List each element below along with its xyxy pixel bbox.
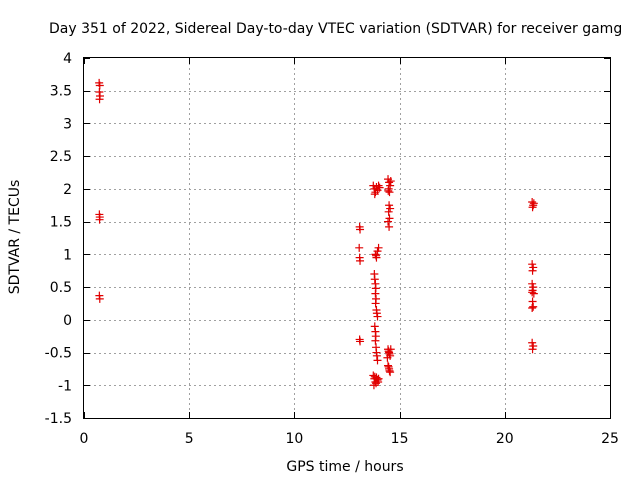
- data-point: [370, 275, 379, 284]
- data-point: [528, 288, 537, 297]
- y-tick-label: 1: [63, 247, 72, 263]
- y-tick-label: -1: [58, 378, 72, 394]
- data-point: [529, 201, 538, 210]
- data-point: [371, 299, 380, 308]
- y-tick-label: -0.5: [45, 346, 72, 362]
- data-point: [374, 181, 383, 190]
- data-point: [383, 353, 392, 362]
- chart-title: Day 351 of 2022, Sidereal Day-to-day VTE…: [49, 21, 622, 37]
- x-tick-label: 20: [496, 431, 514, 447]
- data-point: [371, 289, 380, 298]
- data-point: [384, 207, 393, 216]
- y-tick-label: 1.5: [50, 215, 72, 231]
- data-point: [356, 225, 365, 234]
- data-point: [385, 214, 394, 223]
- data-point: [528, 266, 537, 275]
- data-point: [386, 177, 395, 186]
- data-point: [529, 289, 538, 298]
- x-axis-label: GPS time / hours: [286, 459, 403, 475]
- y-tick-label: 3.5: [50, 84, 72, 100]
- y-tick-label: 0: [63, 313, 72, 329]
- data-point: [528, 203, 537, 212]
- y-tick-label: 3: [63, 116, 72, 132]
- data-point: [374, 378, 383, 386]
- data-point: [528, 345, 537, 354]
- data-point: [529, 263, 538, 272]
- data-point: [386, 181, 395, 190]
- data-point: [384, 361, 393, 370]
- data-point: [95, 294, 104, 303]
- data-point: [95, 95, 104, 104]
- data-point: [375, 183, 384, 192]
- y-tick-label: -1.5: [45, 411, 72, 427]
- data-point: [372, 351, 381, 360]
- data-point: [384, 217, 393, 226]
- data-point: [386, 204, 395, 213]
- axis-ticks: [84, 58, 611, 419]
- data-point: [529, 342, 538, 350]
- data-point: [95, 88, 104, 97]
- x-tick-label: 5: [185, 431, 194, 447]
- data-points: [95, 78, 538, 390]
- data-point: [356, 256, 365, 265]
- data-point: [384, 186, 393, 195]
- data-point: [374, 243, 383, 252]
- data-point: [385, 188, 394, 197]
- data-point: [385, 366, 394, 375]
- data-point: [373, 247, 382, 256]
- y-tick-labels: -1.5 -1 -0.5 0 0.5 1 1.5 2 2.5 3 3.5 4: [45, 51, 72, 427]
- data-point: [385, 222, 394, 231]
- data-point: [372, 309, 381, 318]
- data-point: [373, 356, 382, 365]
- x-tick-label: 25: [601, 431, 619, 447]
- grid-lines: [84, 58, 610, 418]
- y-tick-label: 2: [63, 182, 72, 198]
- data-point: [386, 368, 395, 377]
- data-point: [386, 345, 395, 354]
- y-tick-label: 0.5: [50, 280, 72, 296]
- data-point: [95, 215, 104, 224]
- y-tick-label: 2.5: [50, 149, 72, 165]
- data-point: [356, 337, 365, 346]
- data-point: [529, 199, 538, 208]
- data-point: [529, 283, 538, 292]
- data-point: [370, 372, 379, 381]
- data-point: [370, 322, 379, 331]
- data-point: [355, 243, 364, 252]
- data-point: [384, 362, 393, 371]
- plot-frame: [83, 57, 611, 419]
- y-axis-label: SDTVAR / TECUs: [7, 180, 23, 295]
- data-point: [529, 302, 538, 311]
- data-point: [371, 336, 380, 345]
- y-tick-label: 4: [63, 51, 72, 67]
- data-point: [373, 312, 382, 321]
- x-tick-labels: 0 5 10 15 20 25: [80, 431, 619, 447]
- data-point: [372, 251, 381, 260]
- x-tick-label: 10: [285, 431, 303, 447]
- x-tick-label: 0: [80, 431, 89, 447]
- x-tick-label: 15: [391, 431, 409, 447]
- data-point: [528, 304, 537, 313]
